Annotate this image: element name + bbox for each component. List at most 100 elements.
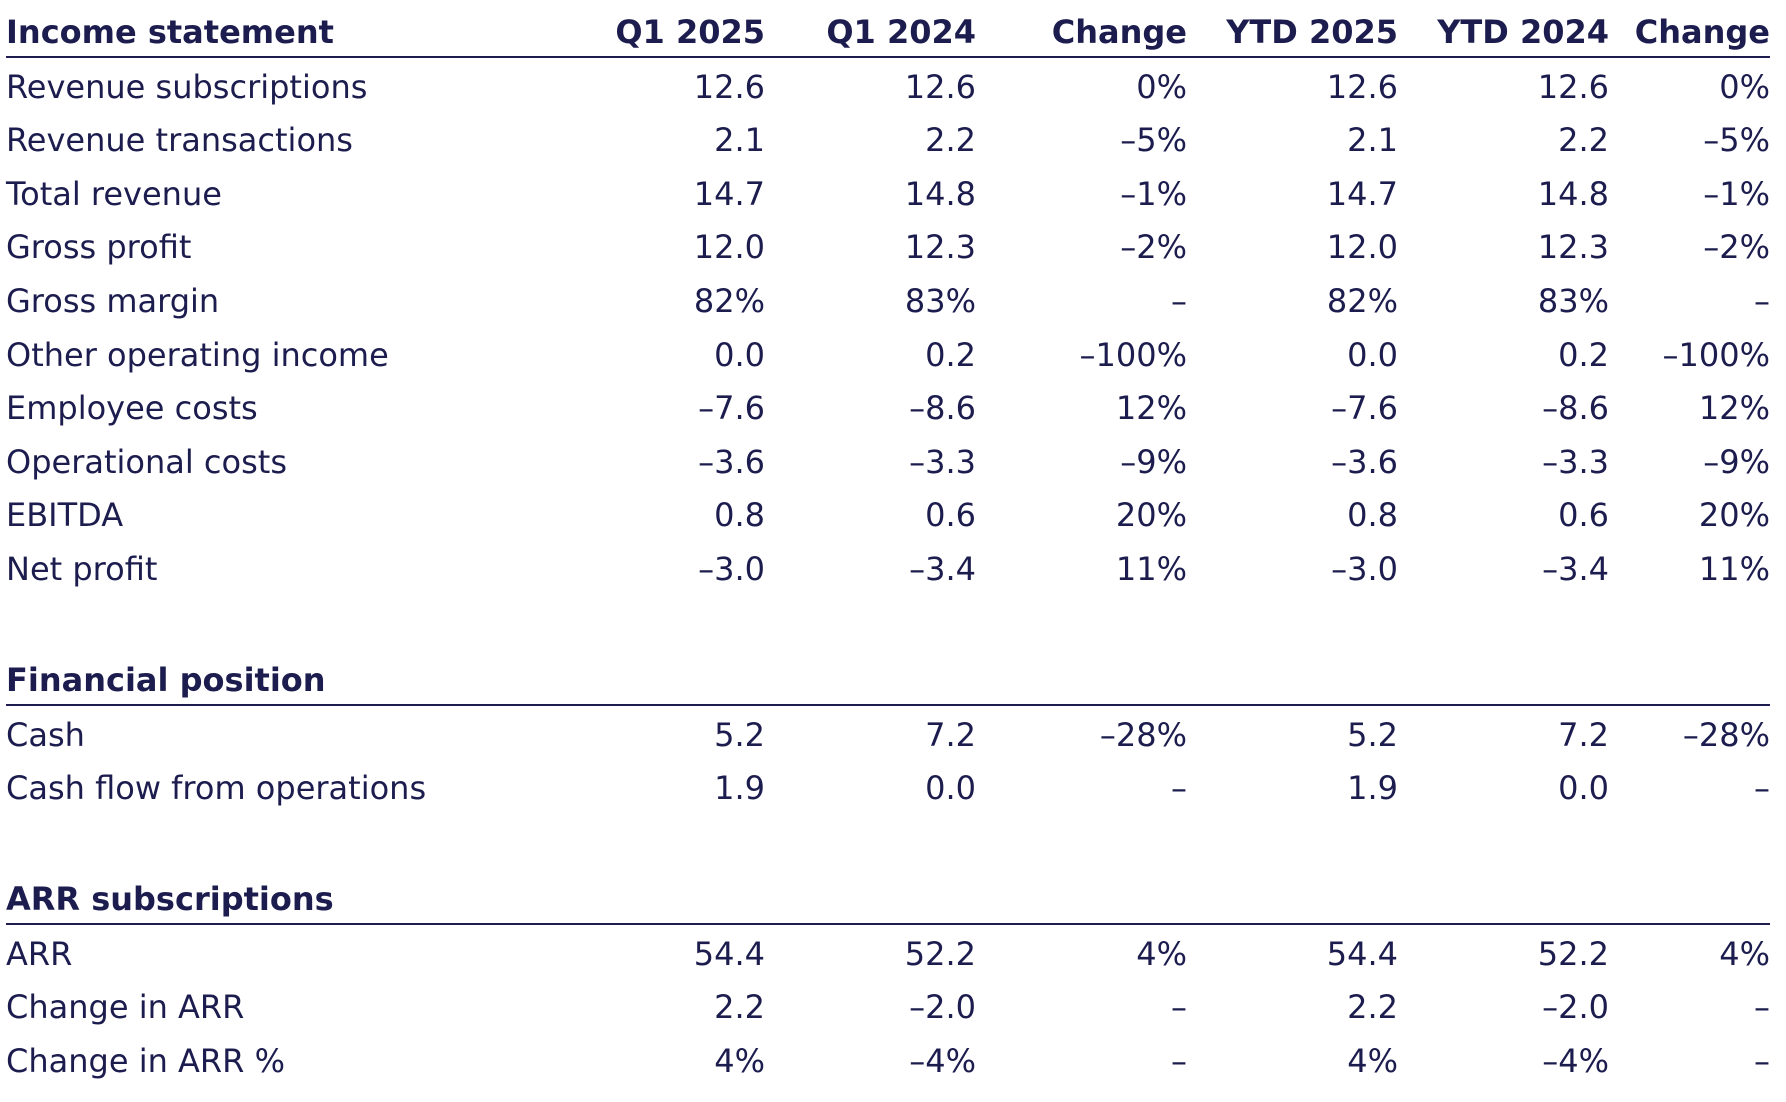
financial-position-header-row: Financial position [6,650,1770,706]
value-cell: 12.6 [1326,67,1398,106]
table-row: Operational costs –3.6 –3.3 –9% –3.6 –3.3 –9% [6,433,1770,487]
row-label: Change in ARR [6,988,245,1027]
row-label: Change in ARR % [6,1041,285,1080]
table-row: ARR 54.4 52.2 4% 54.4 52.2 4% [6,925,1770,979]
row-label: Gross profit [6,228,192,267]
income-statement-rows: Revenue subscriptions 12.6 12.6 0% 12.6 12.6 0… [6,58,1770,594]
value-cell: 12.3 [904,228,976,267]
financial-position-rows: Cash 5.2 7.2 –28% 5.2 7.2 –28% Cash flow from o… [6,706,1770,813]
value-cell: 5.2 [1347,715,1398,754]
row-label: Revenue transactions [6,121,353,160]
row-label: Total revenue [6,174,222,213]
value-cell: 2.2 [714,988,765,1027]
value-cell: 52.2 [1537,934,1609,973]
row-label: Operational costs [6,442,287,481]
value-cell: – [1754,1041,1770,1080]
value-cell: 12.3 [1537,228,1609,267]
value-cell: 2.2 [1558,121,1609,160]
value-cell: –8.6 [909,389,976,428]
value-cell: 14.8 [904,174,976,213]
row-label: EBITDA [6,496,124,535]
table-row: Change in ARR 2.2 –2.0 – 2.2 –2.0 – [6,979,1770,1033]
value-cell: 4% [1719,934,1770,973]
value-cell: –100% [1079,335,1187,374]
value-cell: 5.2 [714,715,765,754]
value-cell: 12.6 [904,67,976,106]
value-cell: 0.2 [925,335,976,374]
value-cell: –9% [1120,442,1187,481]
table-row: EBITDA 0.8 0.6 20% 0.8 0.6 20% [6,487,1770,541]
table-row: Change in ARR % 4% –4% –4% –4% – [6,1032,1770,1086]
value-cell: –28% [1099,715,1187,754]
section-title: Financial position [6,660,326,699]
value-cell: – [1171,281,1187,320]
value-cell: 0.6 [1558,496,1609,535]
value-cell: 20% [1115,496,1187,535]
value-cell: 4% [1136,934,1187,973]
section-title: Income statement [6,13,334,51]
table-row: Revenue transactions 2.1 2.2 –5% 2.1 2.2 –5% [6,112,1770,166]
value-cell: 4% [714,1041,765,1080]
value-cell: 4% [1347,1041,1398,1080]
value-cell: 0.2 [1558,335,1609,374]
row-label: Employee costs [6,389,258,428]
value-cell: 12.0 [693,228,765,267]
value-cell: 52.2 [904,934,976,973]
value-cell: 2.1 [1347,121,1398,160]
value-cell: –2.0 [909,988,976,1027]
column-header-ytd-change: Change [1634,13,1770,51]
value-cell: –2% [1703,228,1770,267]
value-cell: 54.4 [1326,934,1398,973]
value-cell: –5% [1120,121,1187,160]
value-cell: –28% [1682,715,1770,754]
table-row: Other operating income 0.0 0.2 –100% 0.0 0.2 –… [6,326,1770,380]
table-row: Gross margin 82% 83% – 82% 83% – [6,272,1770,326]
arr-subscriptions-rows: ARR 54.4 52.2 4% 54.4 52.2 4% Change in ARR 2.2 –… [6,925,1770,1086]
income-statement-header-row: Income statement Q1 2025 Q1 2024 Change … [6,0,1770,58]
row-label: Other operating income [6,335,389,374]
value-cell: 1.9 [714,769,765,808]
value-cell: 2.2 [1347,988,1398,1027]
value-cell: – [1171,769,1187,808]
value-cell: 14.7 [693,174,765,213]
value-cell: –1% [1703,174,1770,213]
value-cell: 1.9 [1347,769,1398,808]
value-cell: 2.2 [925,121,976,160]
value-cell: 0.8 [714,496,765,535]
value-cell: 0.6 [925,496,976,535]
row-label: Net profit [6,549,158,588]
table-row: Cash flow from operations 1.9 0.0 – 1.9 0.0 – [6,760,1770,814]
value-cell: –1% [1120,174,1187,213]
section-spacer [6,813,1770,869]
value-cell: 14.8 [1537,174,1609,213]
value-cell: 12.6 [1537,67,1609,106]
value-cell: 0.0 [925,769,976,808]
table-row: Total revenue 14.7 14.8 –1% 14.7 14.8 –1% [6,165,1770,219]
value-cell: 12% [1698,389,1770,428]
value-cell: 12% [1115,389,1187,428]
value-cell: –3.0 [1331,549,1398,588]
value-cell: –2.0 [1542,988,1609,1027]
arr-subscriptions-header-row: ARR subscriptions [6,869,1770,926]
value-cell: –7.6 [1331,389,1398,428]
value-cell: 11% [1115,549,1187,588]
value-cell: –2% [1120,228,1187,267]
value-cell: – [1171,1041,1187,1080]
value-cell: 0.0 [714,335,765,374]
value-cell: –3.6 [1331,442,1398,481]
section-spacer [6,594,1770,650]
column-header-q1-2025: Q1 2025 [615,13,765,51]
value-cell: 20% [1698,496,1770,535]
value-cell: –3.3 [909,442,976,481]
value-cell: –100% [1662,335,1770,374]
table-row: Gross profit 12.0 12.3 –2% 12.0 12.3 –2% [6,219,1770,273]
table-row: Cash 5.2 7.2 –28% 5.2 7.2 –28% [6,706,1770,760]
row-label: ARR [6,934,73,973]
row-label: Cash [6,715,85,754]
value-cell: – [1171,988,1187,1027]
value-cell: –4% [909,1041,976,1080]
value-cell: 83% [904,281,976,320]
value-cell: 0.8 [1347,496,1398,535]
value-cell: – [1754,988,1770,1027]
column-header-q1-2024: Q1 2024 [826,13,976,51]
